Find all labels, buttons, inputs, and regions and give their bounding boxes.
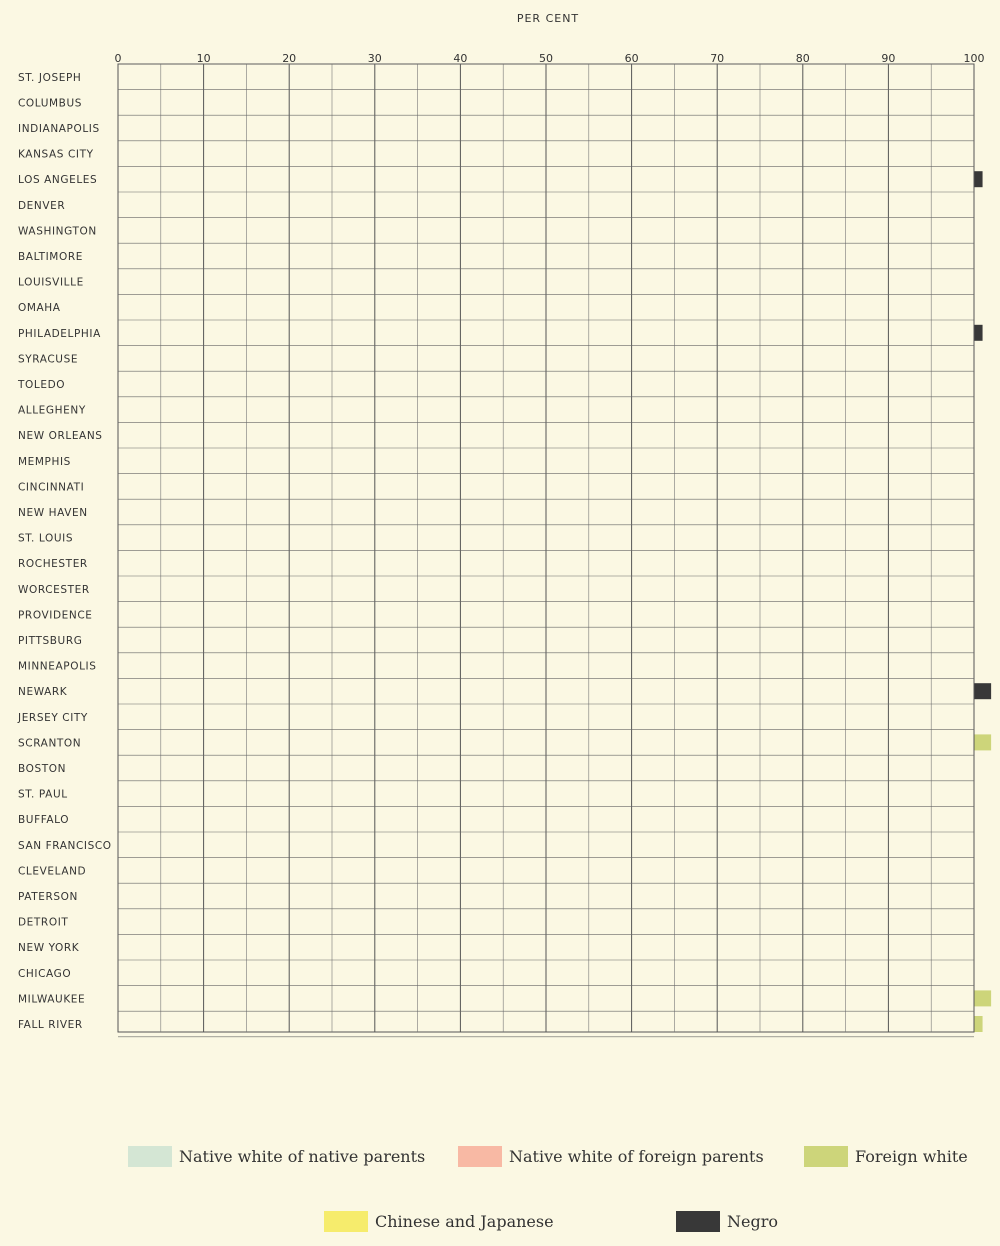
x-tick-label: 30 [368, 52, 382, 65]
category-label: NEW ORLEANS [18, 430, 103, 442]
x-tick-label: 40 [453, 52, 467, 65]
x-tick-label: 80 [796, 52, 810, 65]
category-label: MILWAUKEE [18, 993, 85, 1005]
category-label: NEWARK [18, 686, 68, 698]
category-label: DENVER [18, 200, 65, 212]
category-label: BOSTON [18, 763, 66, 775]
city-labels: ST. JOSEPH COLUMBUS INDIANAPOLIS KANSAS CIT… [17, 72, 112, 1031]
category-label: CINCINNATI [18, 481, 84, 493]
category-label: PATERSON [18, 891, 78, 903]
legend-label: Chinese and Japanese [375, 1212, 554, 1231]
category-label: PITTSBURG [18, 635, 82, 647]
category-label: LOS ANGELES [18, 174, 97, 186]
x-tick-label: 50 [539, 52, 553, 65]
legend-swatch [804, 1146, 848, 1167]
category-label: BALTIMORE [18, 251, 83, 263]
category-label: INDIANAPOLIS [18, 123, 100, 135]
x-tick-label: 100 [964, 52, 985, 65]
category-label: MINNEAPOLIS [18, 661, 97, 673]
legend-label: Negro [727, 1212, 778, 1231]
category-label: ALLEGHENY [18, 405, 86, 417]
category-label: KANSAS CITY [18, 149, 94, 161]
category-label: PROVIDENCE [18, 609, 93, 621]
legend-label: Foreign white [855, 1147, 968, 1166]
legend-swatch [324, 1211, 368, 1232]
category-label: LOUISVILLE [18, 277, 84, 289]
category-label: PHILADELPHIA [18, 328, 101, 340]
x-tick-label: 20 [282, 52, 296, 65]
legend-swatch [676, 1211, 720, 1232]
grid [117, 63, 975, 1038]
legend-swatch [458, 1146, 502, 1167]
category-label: TOLEDO [17, 379, 65, 391]
x-tick-label: 0 [115, 52, 122, 65]
category-label: NEW YORK [18, 942, 80, 954]
axis-title: PER CENT [517, 12, 579, 25]
x-tick-label: 60 [625, 52, 639, 65]
category-label: BUFFALO [18, 814, 69, 826]
category-label: SAN FRANCISCO [18, 840, 112, 852]
category-label: FALL RIVER [18, 1019, 83, 1031]
category-label: CHICAGO [18, 968, 71, 980]
legend-swatch [128, 1146, 172, 1167]
x-tick-label: 70 [710, 52, 724, 65]
category-label: ST. JOSEPH [18, 72, 81, 84]
category-label: ROCHESTER [18, 558, 88, 570]
category-label: NEW HAVEN [18, 507, 88, 519]
category-label: DETROIT [18, 917, 68, 929]
legend-label: Native white of foreign parents [509, 1147, 764, 1166]
category-label: COLUMBUS [18, 97, 82, 109]
x-tick-label: 90 [881, 52, 895, 65]
legend: Native white of native parents Native whi… [128, 1146, 968, 1232]
category-label: WORCESTER [18, 584, 90, 596]
category-label: ST. PAUL [18, 789, 68, 801]
category-label: OMAHA [18, 302, 61, 314]
category-label: ST. LOUIS [18, 533, 73, 545]
category-label: WASHINGTON [18, 225, 97, 237]
category-label: SCRANTON [18, 737, 81, 749]
x-tick-labels: 0 10 20 30 40 50 60 70 80 90 100 [115, 52, 985, 65]
legend-label: Native white of native parents [179, 1147, 425, 1166]
x-tick-label: 10 [197, 52, 211, 65]
category-label: MEMPHIS [18, 456, 71, 468]
category-label: SYRACUSE [18, 353, 78, 365]
category-label: JERSEY CITY [17, 712, 88, 724]
category-label: CLEVELAND [18, 865, 86, 877]
bar-newark-series-5 [974, 683, 992, 700]
